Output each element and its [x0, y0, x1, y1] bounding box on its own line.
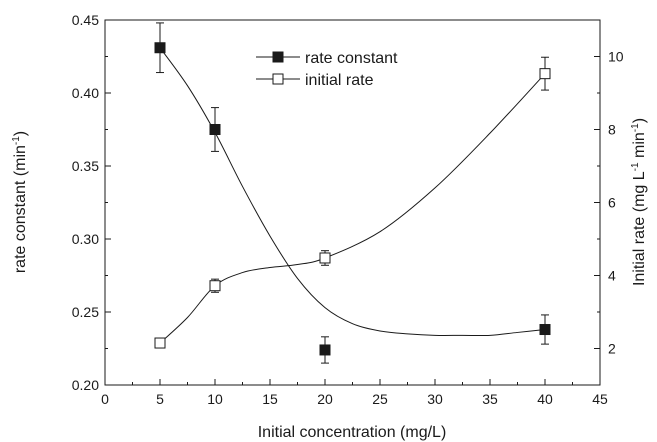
- x-tick-label: 35: [482, 391, 498, 407]
- right-y-tick-label: 4: [608, 268, 616, 284]
- legend-label-rate-constant: rate constant: [305, 50, 398, 67]
- x-tick-label: 5: [156, 391, 164, 407]
- x-tick-label: 20: [317, 391, 333, 407]
- right-y-tick-label: 2: [608, 341, 616, 357]
- x-tick-label: 40: [537, 391, 553, 407]
- data-point-initial-rate: [154, 337, 166, 349]
- data-point-initial-rate: [209, 280, 221, 292]
- left-y-tick-label: 0.45: [72, 12, 99, 28]
- right-y-axis-label: Initial rate (mg L-1 min-1): [630, 118, 648, 286]
- legend: rate constant initial rate: [256, 50, 398, 89]
- fit-curve-rate-constant: [159, 47, 546, 337]
- x-tick-label: 30: [427, 391, 443, 407]
- x-tick-label: 15: [262, 391, 278, 407]
- x-axis-label: Initial concentration (mg/L): [258, 424, 447, 441]
- series-rate-constant: [154, 22, 551, 364]
- data-point-rate-constant: [209, 124, 221, 135]
- fit-curve-initial-rate: [159, 73, 546, 344]
- left-y-tick-label: 0.35: [72, 158, 99, 174]
- x-axis-ticks: 0 5 10 15 20 25 30 35 40 45: [101, 379, 608, 407]
- x-tick-label: 45: [592, 391, 608, 407]
- left-y-axis-label: rate constant (min-1): [11, 131, 29, 273]
- data-point-initial-rate: [319, 252, 331, 264]
- data-point-rate-constant: [539, 324, 551, 336]
- right-y-tick-label: 10: [608, 49, 624, 65]
- series-layer: [154, 22, 551, 364]
- left-y-axis-ticks: 0.20 0.25 0.30 0.35 0.40 0.45: [72, 12, 111, 393]
- legend-label-initial-rate: initial rate: [305, 72, 374, 89]
- right-y-tick-label: 6: [608, 195, 616, 211]
- x-tick-label: 25: [372, 391, 388, 407]
- left-y-tick-label: 0.20: [72, 377, 99, 393]
- data-point-rate-constant: [154, 42, 166, 54]
- legend-marker-rate-constant: [272, 51, 284, 63]
- right-y-axis-ticks: 2 4 6 8 10: [594, 19, 624, 386]
- legend-marker-initial-rate: [272, 73, 284, 85]
- data-point-initial-rate: [539, 68, 551, 80]
- x-tick-label: 10: [207, 391, 223, 407]
- series-initial-rate: [154, 56, 551, 349]
- left-y-tick-label: 0.25: [72, 304, 99, 320]
- left-y-tick-label: 0.40: [72, 85, 99, 101]
- left-y-tick-label: 0.30: [72, 231, 99, 247]
- data-point-rate-constant: [319, 344, 331, 356]
- x-tick-label: 0: [101, 391, 109, 407]
- right-y-tick-label: 8: [608, 122, 616, 138]
